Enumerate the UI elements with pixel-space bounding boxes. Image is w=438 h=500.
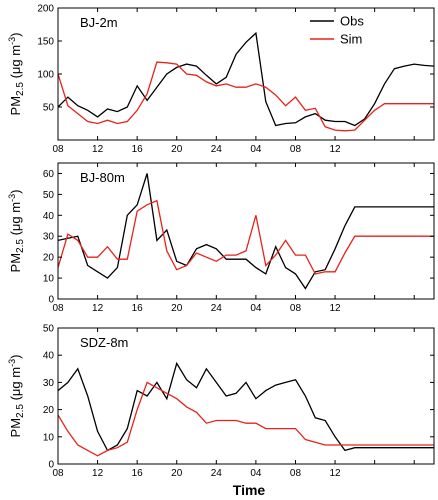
panel-1: 50 100 150 200 08 12 16 20 24 04 08 12 BJ-2m PM2.5 (μ… [7, 4, 435, 155]
x-tick-label: 16 [132, 144, 144, 155]
legend-label-obs: Obs [340, 14, 364, 29]
panel-2: 0 10 20 30 40 50 60 08 12 16 20 24 04 08 12 BJ-80m PM2.5… [7, 162, 435, 314]
y-tick-label: 100 [37, 70, 54, 81]
x-tick-label: 12 [329, 468, 341, 479]
series-line-obs [58, 361, 434, 452]
y-tick-label: 30 [43, 232, 55, 243]
plot-frame [57, 162, 435, 300]
x-tick-label: 08 [290, 303, 302, 314]
y-axis-label: PM2.5 (μg m-3) [7, 33, 26, 116]
y-tick-label: 10 [43, 274, 55, 285]
x-tick-label: 16 [132, 303, 144, 314]
x-tick-label: 20 [171, 468, 183, 479]
x-tick-label: 08 [290, 468, 302, 479]
y-tick-label: 40 [43, 211, 55, 222]
y-axis-label: PM2.5 (μg m-3) [7, 355, 26, 438]
x-tick-label: 24 [211, 468, 223, 479]
x-tick-label: 20 [171, 144, 183, 155]
panel-label: SDZ-8m [80, 335, 128, 350]
series-line-sim [58, 381, 434, 457]
x-tick-label: 12 [329, 303, 341, 314]
y-tick-label: 20 [43, 253, 55, 264]
x-tick-label: 24 [211, 144, 223, 155]
x-tick-label: 08 [52, 303, 64, 314]
series-line-obs [58, 173, 434, 290]
x-tick-label: 04 [250, 144, 262, 155]
y-tick-label: 10 [43, 432, 55, 443]
panel-label: BJ-2m [80, 15, 118, 30]
panel-label: BJ-80m [80, 170, 125, 185]
plot-frame [57, 327, 435, 465]
x-tick-label: 12 [329, 144, 341, 155]
legend: Obs Sim [310, 14, 364, 47]
y-tick-label: 0 [48, 460, 54, 471]
series-line-sim [58, 61, 434, 132]
legend-label-sim: Sim [340, 32, 362, 47]
x-tick-label: 20 [171, 303, 183, 314]
x-axis-label: Time [233, 482, 266, 498]
x-tick-label: 24 [211, 303, 223, 314]
y-tick-label: 200 [37, 4, 54, 15]
y-tick-label: 50 [43, 103, 55, 114]
panel-3: 0 10 20 30 40 50 08 12 16 20 24 04 08 12 SDZ-8m PM2.5 (… [7, 324, 435, 479]
x-tick-label: 08 [52, 144, 64, 155]
y-tick-label: 50 [43, 324, 55, 335]
y-tick-label: 60 [43, 169, 55, 180]
y-tick-label: 30 [43, 378, 55, 389]
x-tick-label: 04 [250, 303, 262, 314]
x-tick-label: 08 [290, 144, 302, 155]
x-tick-label: 12 [92, 144, 104, 155]
y-axis-label: PM2.5 (μg m-3) [7, 190, 26, 273]
y-tick-label: 150 [37, 37, 54, 48]
y-tick-label: 0 [48, 295, 54, 306]
x-tick-label: 08 [52, 468, 64, 479]
x-tick-label: 04 [250, 468, 262, 479]
x-tick-label: 12 [92, 468, 104, 479]
series-line-obs [58, 31, 434, 127]
y-tick-label: 50 [43, 190, 55, 201]
x-tick-label: 16 [132, 468, 144, 479]
y-tick-label: 40 [43, 351, 55, 362]
y-tick-label: 20 [43, 405, 55, 416]
x-tick-label: 12 [92, 303, 104, 314]
series-line-sim [58, 199, 434, 275]
